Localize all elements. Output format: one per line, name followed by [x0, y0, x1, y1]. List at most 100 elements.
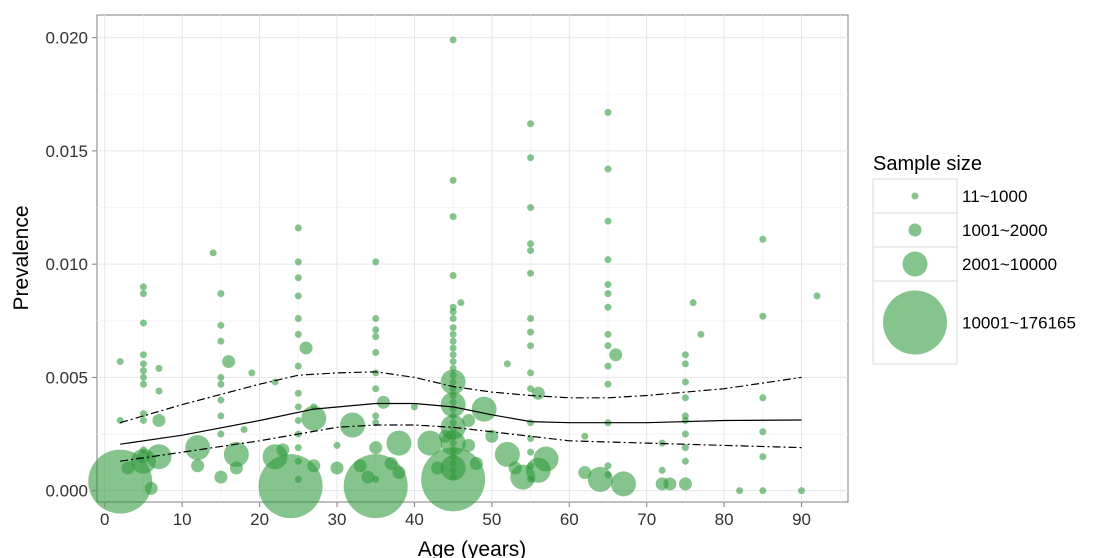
data-point — [449, 419, 457, 427]
data-point — [658, 466, 666, 474]
data-point — [449, 364, 457, 372]
data-point — [681, 416, 689, 424]
legend-key-box — [872, 178, 958, 214]
data-point — [604, 165, 612, 173]
data-point — [604, 256, 612, 264]
legend-title: Sample size — [873, 153, 982, 175]
y-tick-label: 0.015 — [45, 142, 88, 161]
data-point — [343, 454, 408, 519]
data-point — [678, 477, 692, 491]
data-point — [294, 403, 302, 411]
data-point — [449, 392, 457, 400]
legend-key-point — [883, 290, 947, 355]
data-point — [494, 441, 520, 467]
data-point — [503, 360, 511, 368]
data-point — [533, 446, 559, 472]
x-tick-label: 90 — [792, 510, 811, 529]
data-point — [294, 457, 302, 465]
data-point — [139, 373, 147, 381]
data-point — [294, 224, 302, 232]
data-point — [361, 470, 375, 484]
x-tick-label: 50 — [482, 510, 501, 529]
x-tick-label: 70 — [637, 510, 656, 529]
data-point — [294, 330, 302, 338]
data-point — [578, 466, 592, 480]
x-axis: 0 10 20 30 40 50 60 70 80 90 — [100, 502, 811, 529]
data-point — [276, 443, 290, 457]
data-point — [581, 432, 589, 440]
data-point — [217, 396, 225, 404]
data-point — [449, 439, 457, 447]
data-point — [294, 274, 302, 282]
data-point — [144, 481, 158, 495]
data-point — [139, 446, 147, 454]
y-tick-label: 0.010 — [45, 255, 88, 274]
data-point — [604, 290, 612, 298]
legend-label: 10001~176165 — [962, 314, 1076, 333]
data-point — [462, 438, 476, 452]
data-point — [217, 430, 225, 438]
x-axis-title: Age (years) — [418, 538, 527, 558]
data-point — [116, 358, 124, 366]
data-point — [217, 412, 225, 420]
data-point — [294, 444, 302, 452]
data-point — [301, 405, 327, 431]
data-point — [527, 247, 535, 255]
data-point — [372, 369, 380, 377]
data-point — [609, 348, 623, 362]
data-point — [449, 176, 457, 184]
grid-lines — [97, 15, 848, 502]
data-point — [531, 386, 545, 400]
data-point — [610, 471, 636, 497]
data-point — [372, 333, 380, 341]
legend-key-point — [908, 223, 922, 237]
x-tick-label: 0 — [100, 510, 109, 529]
data-point — [214, 470, 228, 484]
data-point — [469, 456, 483, 470]
legend-label: 11~1000 — [962, 187, 1027, 206]
data-point — [527, 385, 535, 393]
data-point — [438, 429, 452, 443]
data-point — [376, 395, 390, 409]
data-point — [386, 430, 412, 456]
data-point — [449, 473, 457, 481]
data-point — [449, 351, 457, 359]
data-point — [116, 416, 124, 424]
data-point — [508, 461, 522, 475]
data-point — [294, 475, 302, 483]
data-point — [258, 454, 323, 519]
data-point — [527, 154, 535, 162]
data-point — [372, 315, 380, 323]
data-point — [681, 351, 689, 359]
data-point — [294, 416, 302, 424]
y-tick-label: 0.020 — [45, 29, 88, 48]
data-point — [217, 290, 225, 298]
data-point — [527, 120, 535, 128]
data-point — [449, 36, 457, 44]
data-point — [139, 416, 147, 424]
data-point — [155, 364, 163, 372]
data-point — [449, 378, 457, 386]
data-point — [294, 362, 302, 370]
data-point — [139, 351, 147, 359]
x-tick-label: 30 — [328, 510, 347, 529]
data-point — [604, 108, 612, 116]
data-point — [248, 369, 256, 377]
legend-key-point — [902, 251, 928, 277]
x-tick-label: 40 — [405, 510, 424, 529]
data-point — [527, 475, 535, 483]
data-point — [139, 410, 147, 418]
data-point — [417, 430, 443, 456]
data-point — [209, 249, 217, 257]
data-point — [604, 342, 612, 350]
data-point — [449, 315, 457, 323]
legend-label: 1001~2000 — [962, 221, 1048, 240]
data-point — [527, 342, 535, 350]
y-axis: 0.000 0.005 0.010 0.015 0.020 — [45, 29, 97, 501]
data-point — [392, 466, 406, 480]
data-point — [759, 235, 767, 243]
data-point — [372, 349, 380, 357]
data-point — [604, 281, 612, 289]
data-point — [333, 441, 341, 449]
